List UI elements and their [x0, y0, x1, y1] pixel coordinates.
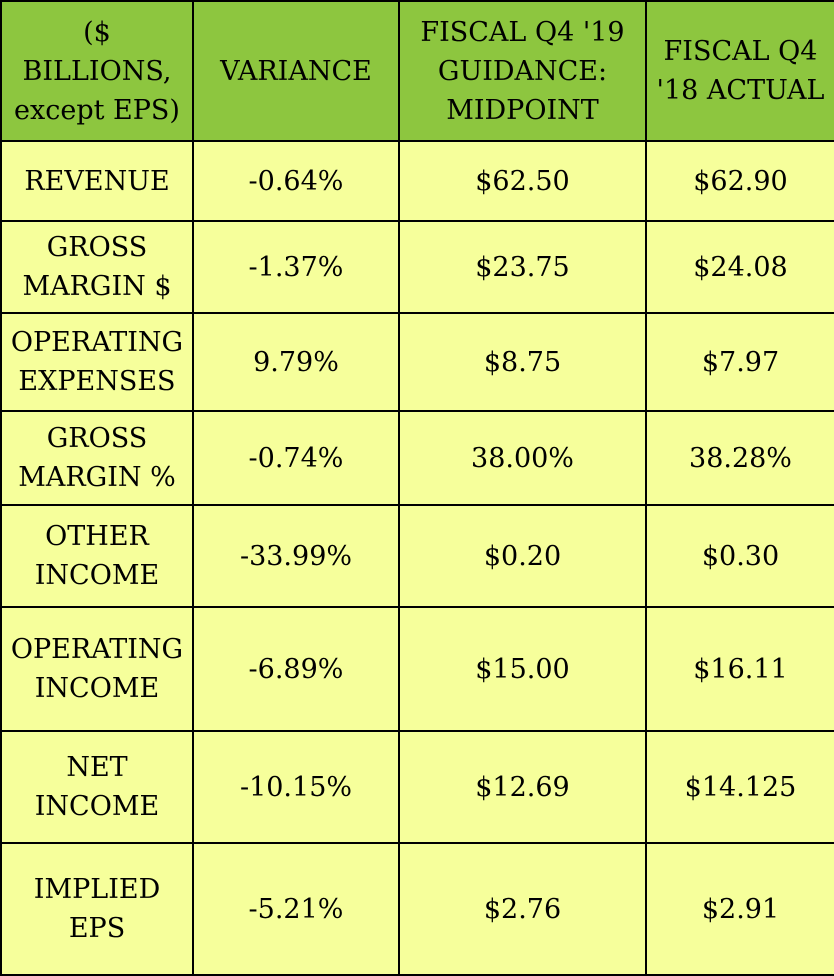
actual-value: $16.11: [693, 653, 788, 685]
guidance-value: 38.00%: [471, 442, 574, 474]
header-units-text: ($ BILLIONS, except EPS): [14, 16, 180, 126]
row-label: OTHER INCOME: [34, 521, 160, 591]
variance-cell: -1.37%: [192, 220, 400, 314]
guidance-value: $23.75: [475, 251, 570, 283]
header-actual-text: FISCAL Q4 '18 ACTUAL: [656, 36, 825, 106]
header-actual: FISCAL Q4 '18 ACTUAL: [645, 0, 834, 142]
guidance-cell: 38.00%: [398, 410, 647, 506]
actual-value: $14.125: [684, 771, 797, 803]
actual-cell: $7.97: [645, 312, 834, 412]
actual-cell: $16.11: [645, 606, 834, 732]
table-row: NET INCOME -10.15% $12.69 $14.125: [0, 730, 834, 844]
actual-cell: $0.30: [645, 504, 834, 608]
variance-cell: -0.64%: [192, 140, 400, 222]
guidance-value: $15.00: [475, 653, 570, 685]
actual-value: $7.97: [701, 346, 780, 378]
header-guidance-text: FISCAL Q4 '19 GUIDANCE: MIDPOINT: [420, 16, 625, 126]
actual-cell: $14.125: [645, 730, 834, 844]
table-header: ($ BILLIONS, except EPS) VARIANCE FISCAL…: [0, 0, 834, 142]
variance-value: -33.99%: [239, 540, 353, 572]
row-label-cell: GROSS MARGIN $: [0, 220, 194, 314]
guidance-cell: $62.50: [398, 140, 647, 222]
variance-cell: -33.99%: [192, 504, 400, 608]
row-label: IMPLIED EPS: [33, 874, 161, 944]
variance-cell: -5.21%: [192, 842, 400, 976]
guidance-cell: $8.75: [398, 312, 647, 412]
variance-cell: -0.74%: [192, 410, 400, 506]
guidance-value: $12.69: [475, 771, 570, 803]
row-label-cell: IMPLIED EPS: [0, 842, 194, 976]
guidance-value: $0.20: [483, 540, 562, 572]
row-label: NET INCOME: [34, 752, 160, 822]
variance-value: -10.15%: [239, 771, 353, 803]
variance-value: -5.21%: [248, 893, 344, 925]
table-row: GROSS MARGIN $ -1.37% $23.75 $24.08: [0, 220, 834, 314]
actual-cell: 38.28%: [645, 410, 834, 506]
header-guidance: FISCAL Q4 '19 GUIDANCE: MIDPOINT: [398, 0, 647, 142]
guidance-value: $2.76: [483, 893, 562, 925]
actual-value: $24.08: [693, 251, 788, 283]
header-variance-text: VARIANCE: [220, 55, 372, 87]
row-label: REVENUE: [24, 165, 170, 197]
row-label: OPERATING INCOME: [10, 634, 184, 704]
variance-cell: -10.15%: [192, 730, 400, 844]
header-units: ($ BILLIONS, except EPS): [0, 0, 194, 142]
actual-value: 38.28%: [689, 442, 792, 474]
actual-value: $0.30: [701, 540, 780, 572]
row-label-cell: OPERATING EXPENSES: [0, 312, 194, 412]
guidance-cell: $15.00: [398, 606, 647, 732]
table-body: REVENUE -0.64% $62.50 $62.90 GROSS MARGI…: [0, 140, 834, 976]
header-variance: VARIANCE: [192, 0, 400, 142]
guidance-value: $8.75: [483, 346, 562, 378]
table-row: IMPLIED EPS -5.21% $2.76 $2.91: [0, 842, 834, 976]
table-row: REVENUE -0.64% $62.50 $62.90: [0, 140, 834, 222]
row-label-cell: REVENUE: [0, 140, 194, 222]
variance-cell: -6.89%: [192, 606, 400, 732]
variance-value: -0.64%: [248, 165, 344, 197]
guidance-value: $62.50: [475, 165, 570, 197]
actual-value: $62.90: [693, 165, 788, 197]
row-label: OPERATING EXPENSES: [10, 327, 184, 397]
guidance-cell: $2.76: [398, 842, 647, 976]
row-label: GROSS MARGIN $: [22, 232, 172, 302]
table-row: OPERATING EXPENSES 9.79% $8.75 $7.97: [0, 312, 834, 412]
variance-value: -0.74%: [248, 442, 344, 474]
header-row: ($ BILLIONS, except EPS) VARIANCE FISCAL…: [0, 0, 834, 142]
table-row: GROSS MARGIN % -0.74% 38.00% 38.28%: [0, 410, 834, 506]
table-row: OPERATING INCOME -6.89% $15.00 $16.11: [0, 606, 834, 732]
actual-cell: $24.08: [645, 220, 834, 314]
actual-cell: $2.91: [645, 842, 834, 976]
row-label: GROSS MARGIN %: [18, 423, 176, 493]
row-label-cell: NET INCOME: [0, 730, 194, 844]
guidance-cell: $12.69: [398, 730, 647, 844]
guidance-cell: $0.20: [398, 504, 647, 608]
guidance-cell: $23.75: [398, 220, 647, 314]
actual-cell: $62.90: [645, 140, 834, 222]
row-label-cell: OTHER INCOME: [0, 504, 194, 608]
variance-cell: 9.79%: [192, 312, 400, 412]
row-label-cell: OPERATING INCOME: [0, 606, 194, 732]
row-label-cell: GROSS MARGIN %: [0, 410, 194, 506]
actual-value: $2.91: [701, 893, 780, 925]
table-row: OTHER INCOME -33.99% $0.20 $0.30: [0, 504, 834, 608]
variance-value: -1.37%: [248, 251, 344, 283]
variance-value: 9.79%: [253, 346, 339, 378]
variance-value: -6.89%: [248, 653, 344, 685]
